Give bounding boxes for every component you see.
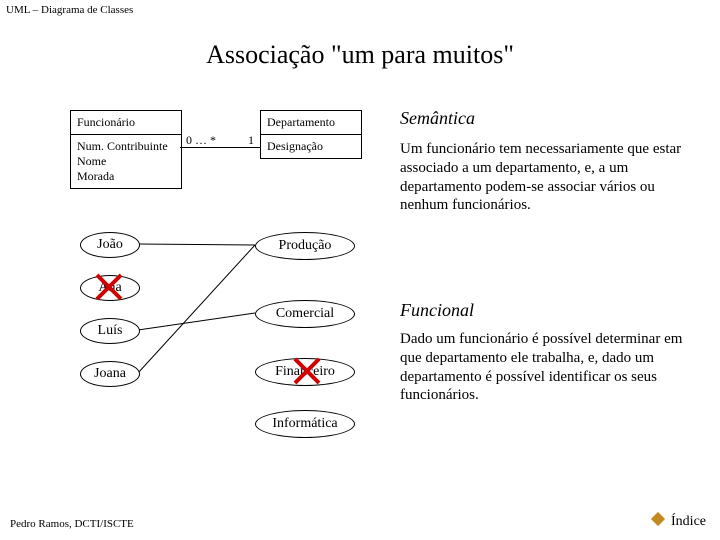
multiplicity-left: 0 … * <box>186 133 216 148</box>
class-funcionario-attrs: Num. Contribuinte Nome Morada <box>71 135 181 188</box>
employee-instance: João <box>80 232 140 258</box>
employee-instance: Ana <box>80 275 140 301</box>
department-instance: Produção <box>255 232 355 260</box>
class-departamento-attrs: Designação <box>261 135 361 158</box>
department-instance: Financeiro <box>255 358 355 386</box>
para-semantica: Um funcionário tem necessariamente que e… <box>400 140 700 215</box>
page-title: Associação "um para muitos" <box>0 40 720 70</box>
multiplicity-right: 1 <box>248 133 254 148</box>
class-funcionario: Funcionário Num. Contribuinte Nome Morad… <box>70 110 182 189</box>
diamond-icon <box>651 512 665 526</box>
class-departamento: Departamento Designação <box>260 110 362 159</box>
department-instance: Comercial <box>255 300 355 328</box>
instance-links <box>0 0 720 540</box>
heading-funcional: Funcional <box>400 300 474 321</box>
class-departamento-name: Departamento <box>261 111 361 135</box>
employee-instance: Joana <box>80 361 140 387</box>
footer-author: Pedro Ramos, DCTI/ISCTE <box>10 518 134 530</box>
heading-semantica: Semântica <box>400 108 475 129</box>
para-funcional: Dado um funcionário é possível determina… <box>400 330 700 405</box>
footer-index-label: Índice <box>671 514 706 529</box>
department-instance: Informática <box>255 410 355 438</box>
page-header: UML – Diagrama de Classes <box>6 4 133 16</box>
footer-index-link[interactable]: Índice <box>653 514 706 530</box>
class-funcionario-name: Funcionário <box>71 111 181 135</box>
employee-instance: Luís <box>80 318 140 344</box>
